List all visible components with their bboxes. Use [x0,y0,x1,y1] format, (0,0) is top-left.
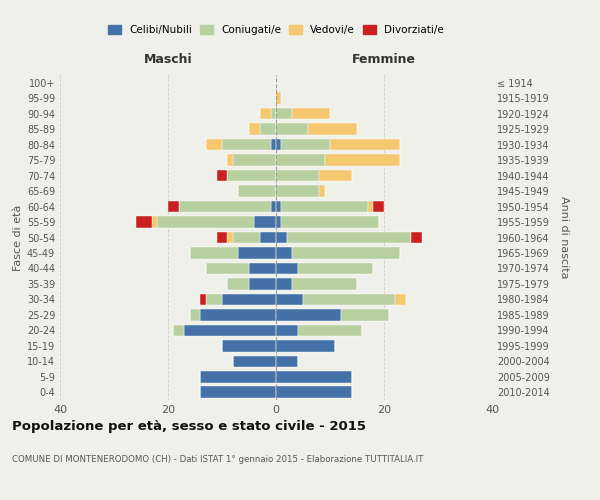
Bar [222,294,276,305]
Bar [276,247,292,259]
Bar [233,356,276,367]
Bar [152,216,157,228]
Bar [168,200,179,212]
Bar [222,340,276,351]
Bar [281,139,330,150]
Bar [238,186,276,197]
Bar [190,309,200,320]
Bar [303,294,395,305]
Bar [276,278,292,289]
Bar [292,278,357,289]
Bar [254,216,276,228]
Bar [292,108,330,120]
Bar [411,232,422,243]
Bar [276,92,281,104]
Bar [319,186,325,197]
Bar [227,154,233,166]
Bar [276,371,352,382]
Bar [233,154,276,166]
Bar [233,232,260,243]
Bar [271,108,276,120]
Y-axis label: Anni di nascita: Anni di nascita [559,196,569,279]
Bar [298,324,362,336]
Bar [292,247,400,259]
Bar [276,309,341,320]
Bar [276,170,319,181]
Bar [368,200,373,212]
Bar [330,139,400,150]
Bar [200,371,276,382]
Bar [200,294,206,305]
Text: Maschi: Maschi [143,52,193,66]
Bar [298,262,373,274]
Bar [260,108,271,120]
Bar [325,154,400,166]
Bar [206,262,249,274]
Bar [276,200,281,212]
Y-axis label: Fasce di età: Fasce di età [13,204,23,270]
Bar [395,294,406,305]
Bar [281,216,379,228]
Bar [238,247,276,259]
Bar [281,200,368,212]
Legend: Celibi/Nubili, Coniugati/e, Vedovi/e, Divorziati/e: Celibi/Nubili, Coniugati/e, Vedovi/e, Di… [105,22,447,38]
Text: COMUNE DI MONTENERODOMO (CH) - Dati ISTAT 1° gennaio 2015 - Elaborazione TUTTITA: COMUNE DI MONTENERODOMO (CH) - Dati ISTA… [12,455,424,464]
Bar [206,139,222,150]
Bar [249,262,276,274]
Text: Popolazione per età, sesso e stato civile - 2015: Popolazione per età, sesso e stato civil… [12,420,366,433]
Bar [276,139,281,150]
Bar [276,124,308,135]
Bar [276,356,298,367]
Bar [184,324,276,336]
Bar [249,278,276,289]
Bar [227,278,249,289]
Bar [222,139,271,150]
Bar [276,108,292,120]
Bar [276,340,335,351]
Bar [136,216,152,228]
Bar [190,247,238,259]
Bar [217,170,227,181]
Bar [206,294,222,305]
Bar [276,154,325,166]
Bar [227,232,233,243]
Bar [287,232,411,243]
Bar [260,124,276,135]
Bar [276,216,281,228]
Bar [249,124,260,135]
Bar [173,324,184,336]
Bar [217,232,227,243]
Bar [319,170,352,181]
Bar [271,139,276,150]
Bar [157,216,254,228]
Text: Femmine: Femmine [352,52,416,66]
Bar [271,200,276,212]
Bar [227,170,276,181]
Bar [276,186,319,197]
Bar [308,124,357,135]
Bar [276,262,298,274]
Bar [260,232,276,243]
Bar [276,232,287,243]
Bar [276,386,352,398]
Bar [341,309,389,320]
Bar [373,200,384,212]
Bar [276,324,298,336]
Bar [200,309,276,320]
Bar [200,386,276,398]
Bar [276,294,303,305]
Bar [179,200,271,212]
